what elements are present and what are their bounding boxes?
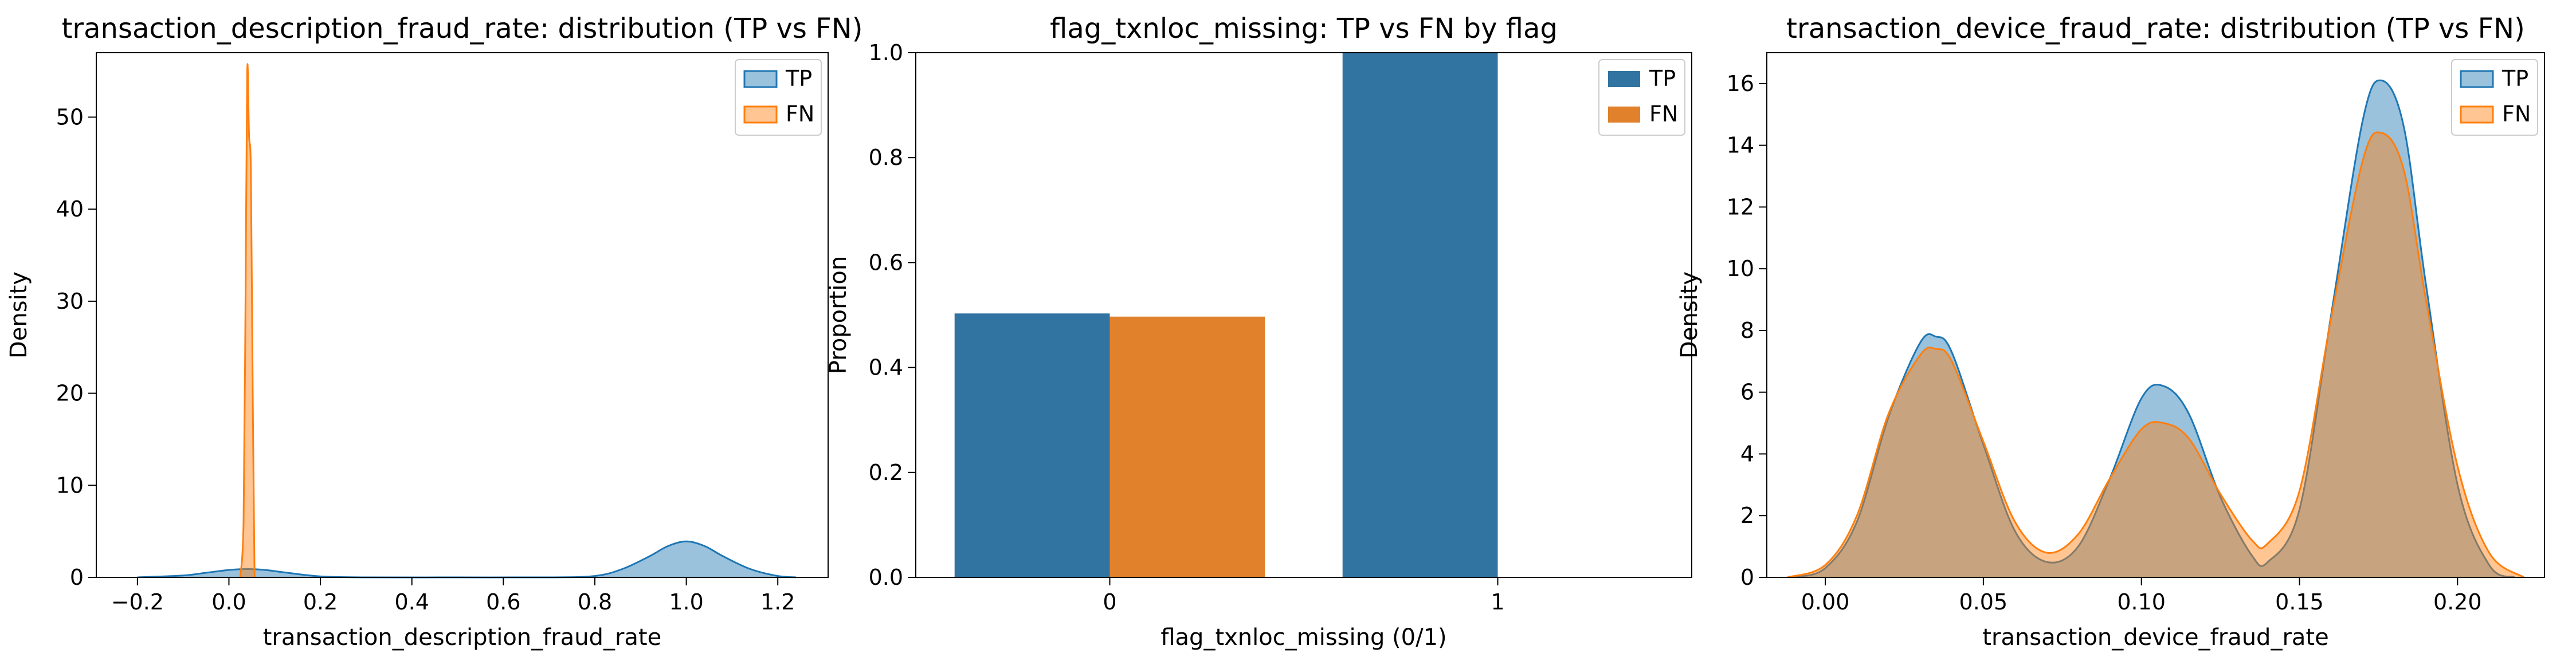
legend-swatch-tp [2460, 70, 2494, 88]
density-area-fn [1787, 132, 2524, 577]
bar-tp-0 [954, 313, 1110, 577]
y-tick-label: 1.0 [869, 40, 903, 65]
density-line-tp [1793, 79, 2515, 579]
y-tick-label: 0 [1740, 565, 1754, 590]
y-tick-label: 8 [1740, 318, 1754, 343]
bar-fn-0 [1109, 316, 1265, 577]
chart-title: transaction_device_fraud_rate: distribut… [1786, 13, 2525, 45]
legend-box [2451, 59, 2538, 136]
y-tick-label: 6 [1740, 380, 1754, 405]
legend-swatch-tp [1608, 71, 1640, 87]
x-tick-label: 0.4 [394, 589, 429, 615]
legend-swatch-fn [1608, 107, 1640, 123]
y-tick-label: 14 [1727, 133, 1754, 158]
y-tick-label: 50 [56, 104, 84, 129]
legend-box [735, 59, 822, 136]
y-tick-label: 0.2 [869, 460, 903, 485]
x-tick-label: 0.20 [2433, 589, 2482, 615]
y-tick-label: 12 [1727, 194, 1754, 219]
chart-title: flag_txnloc_missing: TP vs FN by flag [1050, 13, 1558, 45]
x-tick-label: 0.05 [1959, 589, 2008, 615]
legend-swatch-tp [743, 70, 778, 88]
legend-label-fn: FN [1649, 101, 1678, 127]
x-axis-label: flag_txnloc_missing (0/1) [1160, 624, 1446, 651]
legend-swatch-fn [2460, 105, 2494, 124]
x-tick-label: 0.2 [303, 589, 338, 615]
y-tick-label: 0.4 [869, 355, 903, 380]
x-axis-label: transaction_description_fraud_rate [263, 624, 661, 651]
x-tick-label: 0.8 [578, 589, 612, 615]
y-axis-label: Density [6, 271, 32, 359]
y-tick-label: 4 [1740, 441, 1754, 466]
x-tick-label: 0.10 [2117, 589, 2166, 615]
axes-frame [1766, 52, 2545, 578]
y-tick-label: 10 [1727, 256, 1754, 281]
y-tick-label: 0.8 [869, 145, 903, 170]
chart-title: transaction_description_fraud_rate: dist… [62, 13, 863, 45]
y-tick-label: 0 [70, 565, 84, 590]
legend-label-tp: TP [2501, 66, 2528, 91]
chart-txnloc-missing: flag_txnloc_missing: TP vs FN by flag fl… [825, 13, 1692, 651]
y-tick-label: 0.0 [869, 565, 903, 590]
axes-frame [96, 52, 829, 578]
x-tick-label: 0.15 [2275, 589, 2324, 615]
y-tick-label: 30 [56, 289, 84, 314]
density-line-fn [1787, 131, 2524, 579]
x-tick-label: 1.0 [669, 589, 703, 615]
legend-label-fn: FN [786, 101, 814, 127]
y-tick-label: 2 [1740, 503, 1754, 528]
x-axis-label: transaction_device_fraud_rate [1982, 624, 2328, 651]
x-tick-label: 0.00 [1801, 589, 1850, 615]
chart-description-fraud-rate: transaction_description_fraud_rate: dist… [6, 13, 862, 651]
legend-label-tp: TP [1649, 66, 1676, 91]
chart-device-fraud-rate: transaction_device_fraud_rate: distribut… [1676, 13, 2545, 651]
x-tick-label: −0.2 [111, 589, 164, 615]
x-tick-label: 1.2 [760, 589, 795, 615]
y-tick-label: 0.6 [869, 250, 903, 275]
axes-frame [915, 52, 1692, 578]
y-tick-label: 16 [1727, 71, 1754, 96]
density-area-tp [137, 541, 797, 578]
density-line-fn [239, 63, 256, 578]
y-tick-label: 40 [56, 196, 84, 222]
y-tick-label: 10 [56, 473, 84, 498]
y-axis-label: Density [1676, 271, 1703, 359]
y-tick-label: 20 [56, 381, 84, 406]
x-tick-label: 0 [1103, 589, 1116, 615]
legend-swatch-fn [743, 105, 778, 124]
x-tick-label: 0.0 [211, 589, 246, 615]
y-axis-label: Proportion [825, 256, 852, 374]
bar-tp-1 [1342, 53, 1498, 577]
x-tick-label: 0.6 [486, 589, 520, 615]
density-area-tp [1793, 80, 2515, 577]
legend-label-fn: FN [2502, 101, 2531, 127]
x-tick-label: 1 [1491, 589, 1504, 615]
legend-label-tp: TP [785, 66, 812, 91]
